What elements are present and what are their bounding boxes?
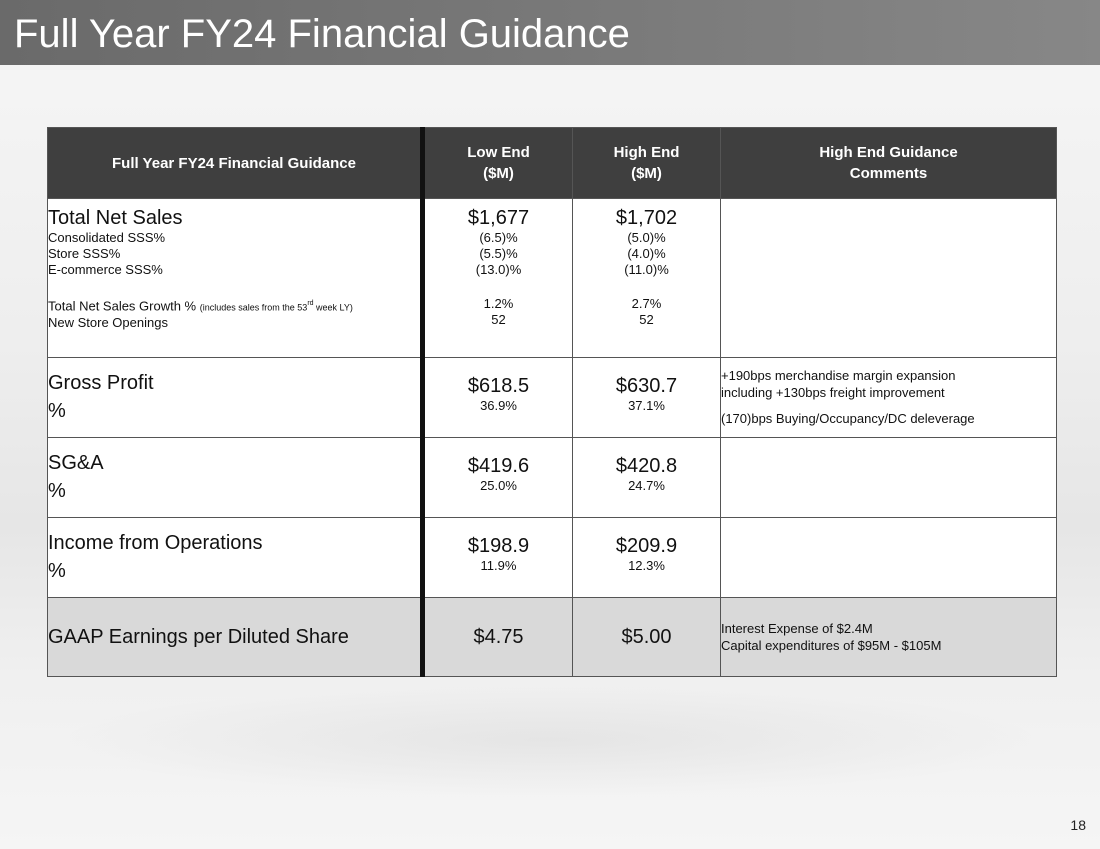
table-row-sga: SG&A % $419.6 25.0% $420.8 24.7% (47, 437, 1057, 518)
growth-high: 2.7% (631, 296, 662, 311)
store-sss-label: Store SSS% (48, 246, 121, 261)
store-sss-high: (4.0)% (627, 246, 666, 261)
guidance-table: Full Year FY24 Financial Guidance Low En… (47, 127, 1057, 677)
gp-comment-1: +190bps merchandise margin expansion (721, 368, 956, 383)
sga-low-value: $419.6 (467, 455, 530, 477)
ifo-high-value: $209.9 (615, 535, 678, 557)
store-sss-low: (5.5)% (479, 246, 518, 261)
sga-high-pct: 24.7% (628, 478, 665, 493)
growth-label: Total Net Sales Growth % (includes sales… (48, 298, 353, 314)
ifo-label: Income from Operations (48, 532, 263, 554)
ifo-pct-label: % (48, 560, 66, 582)
ecom-sss-low: (13.0)% (475, 262, 522, 277)
eps-low: $4.75 (422, 597, 573, 677)
sga-labels: SG&A % (47, 437, 425, 518)
header-low-end: Low End ($M) (422, 127, 573, 199)
sga-low-pct: 25.0% (480, 478, 517, 493)
gross-profit-high-pct: 37.1% (628, 398, 665, 413)
gross-profit-low-pct: 36.9% (480, 398, 517, 413)
ifo-comment (720, 517, 1057, 598)
gross-profit-low-value: $618.5 (467, 375, 530, 397)
header-metric: Full Year FY24 Financial Guidance (47, 127, 425, 199)
page-title: Full Year FY24 Financial Guidance (14, 12, 630, 56)
ecom-sss-high: (11.0)% (624, 262, 669, 277)
gross-profit-label: Gross Profit (48, 372, 154, 394)
page-number: 18 (1070, 817, 1086, 833)
net-sales-comment (720, 198, 1057, 358)
net-sales-label: Total Net Sales (48, 207, 183, 229)
ifo-low-pct: 11.9% (480, 558, 517, 573)
new-stores-low: 52 (491, 312, 506, 327)
sga-low: $419.6 25.0% (422, 437, 573, 518)
gp-comment-2: including +130bps freight improvement (721, 385, 945, 400)
consolidated-sss-label: Consolidated SSS% (48, 230, 166, 245)
eps-high-value: $5.00 (621, 626, 672, 648)
ifo-high-pct: 12.3% (628, 558, 665, 573)
eps-comment: Interest Expense of $2.4M Capital expend… (720, 597, 1057, 677)
table-row-eps: GAAP Earnings per Diluted Share $4.75 $5… (47, 597, 1057, 677)
ifo-low: $198.9 11.9% (422, 517, 573, 598)
growth-low: 1.2% (483, 296, 514, 311)
net-sales-high-value: $1,702 (615, 207, 678, 229)
net-sales-low-value: $1,677 (467, 207, 530, 229)
sga-pct-label: % (48, 480, 66, 502)
ifo-low-value: $198.9 (467, 535, 530, 557)
sga-high: $420.8 24.7% (572, 437, 721, 518)
consolidated-sss-high: (5.0)% (627, 230, 666, 245)
eps-label-cell: GAAP Earnings per Diluted Share (47, 597, 425, 677)
sga-label: SG&A (48, 452, 104, 474)
ifo-high: $209.9 12.3% (572, 517, 721, 598)
gross-profit-low: $618.5 36.9% (422, 357, 573, 438)
gp-comment-3: (170)bps Buying/Occupancy/DC deleverage (721, 411, 975, 426)
gross-profit-high-value: $630.7 (615, 375, 678, 397)
table-row-gross-profit: Gross Profit % $618.5 36.9% $630.7 37.1%… (47, 357, 1057, 438)
eps-high: $5.00 (572, 597, 721, 677)
net-sales-high: $1,702 (5.0)% (4.0)% (11.0)% 2.7% 52 (572, 198, 721, 358)
table-row-income-from-operations: Income from Operations % $198.9 11.9% $2… (47, 517, 1057, 598)
eps-low-value: $4.75 (473, 626, 524, 648)
net-sales-low: $1,677 (6.5)% (5.5)% (13.0)% 1.2% 52 (422, 198, 573, 358)
gross-profit-labels: Gross Profit % (47, 357, 425, 438)
ifo-labels: Income from Operations % (47, 517, 425, 598)
header-row: Full Year FY24 Financial Guidance Low En… (47, 127, 1057, 199)
eps-label: GAAP Earnings per Diluted Share (48, 626, 349, 648)
new-stores-label: New Store Openings (48, 315, 168, 331)
gross-profit-comment: +190bps merchandise margin expansion inc… (720, 357, 1057, 438)
gross-profit-high: $630.7 37.1% (572, 357, 721, 438)
header-comments: High End Guidance Comments (720, 127, 1057, 199)
header-high-end: High End ($M) (572, 127, 721, 199)
gross-profit-pct-label: % (48, 400, 66, 422)
eps-comment-2: Capital expenditures of $95M - $105M (721, 638, 942, 653)
eps-comment-1: Interest Expense of $2.4M (721, 621, 873, 636)
sga-comment (720, 437, 1057, 518)
table-row-net-sales: Total Net Sales Consolidated SSS% Store … (47, 198, 1057, 358)
consolidated-sss-low: (6.5)% (479, 230, 518, 245)
sga-high-value: $420.8 (615, 455, 678, 477)
title-bar: Full Year FY24 Financial Guidance (0, 0, 1100, 65)
net-sales-labels: Total Net Sales Consolidated SSS% Store … (47, 198, 425, 358)
ecom-sss-label: E-commerce SSS% (48, 262, 163, 277)
new-stores-high: 52 (639, 312, 654, 327)
